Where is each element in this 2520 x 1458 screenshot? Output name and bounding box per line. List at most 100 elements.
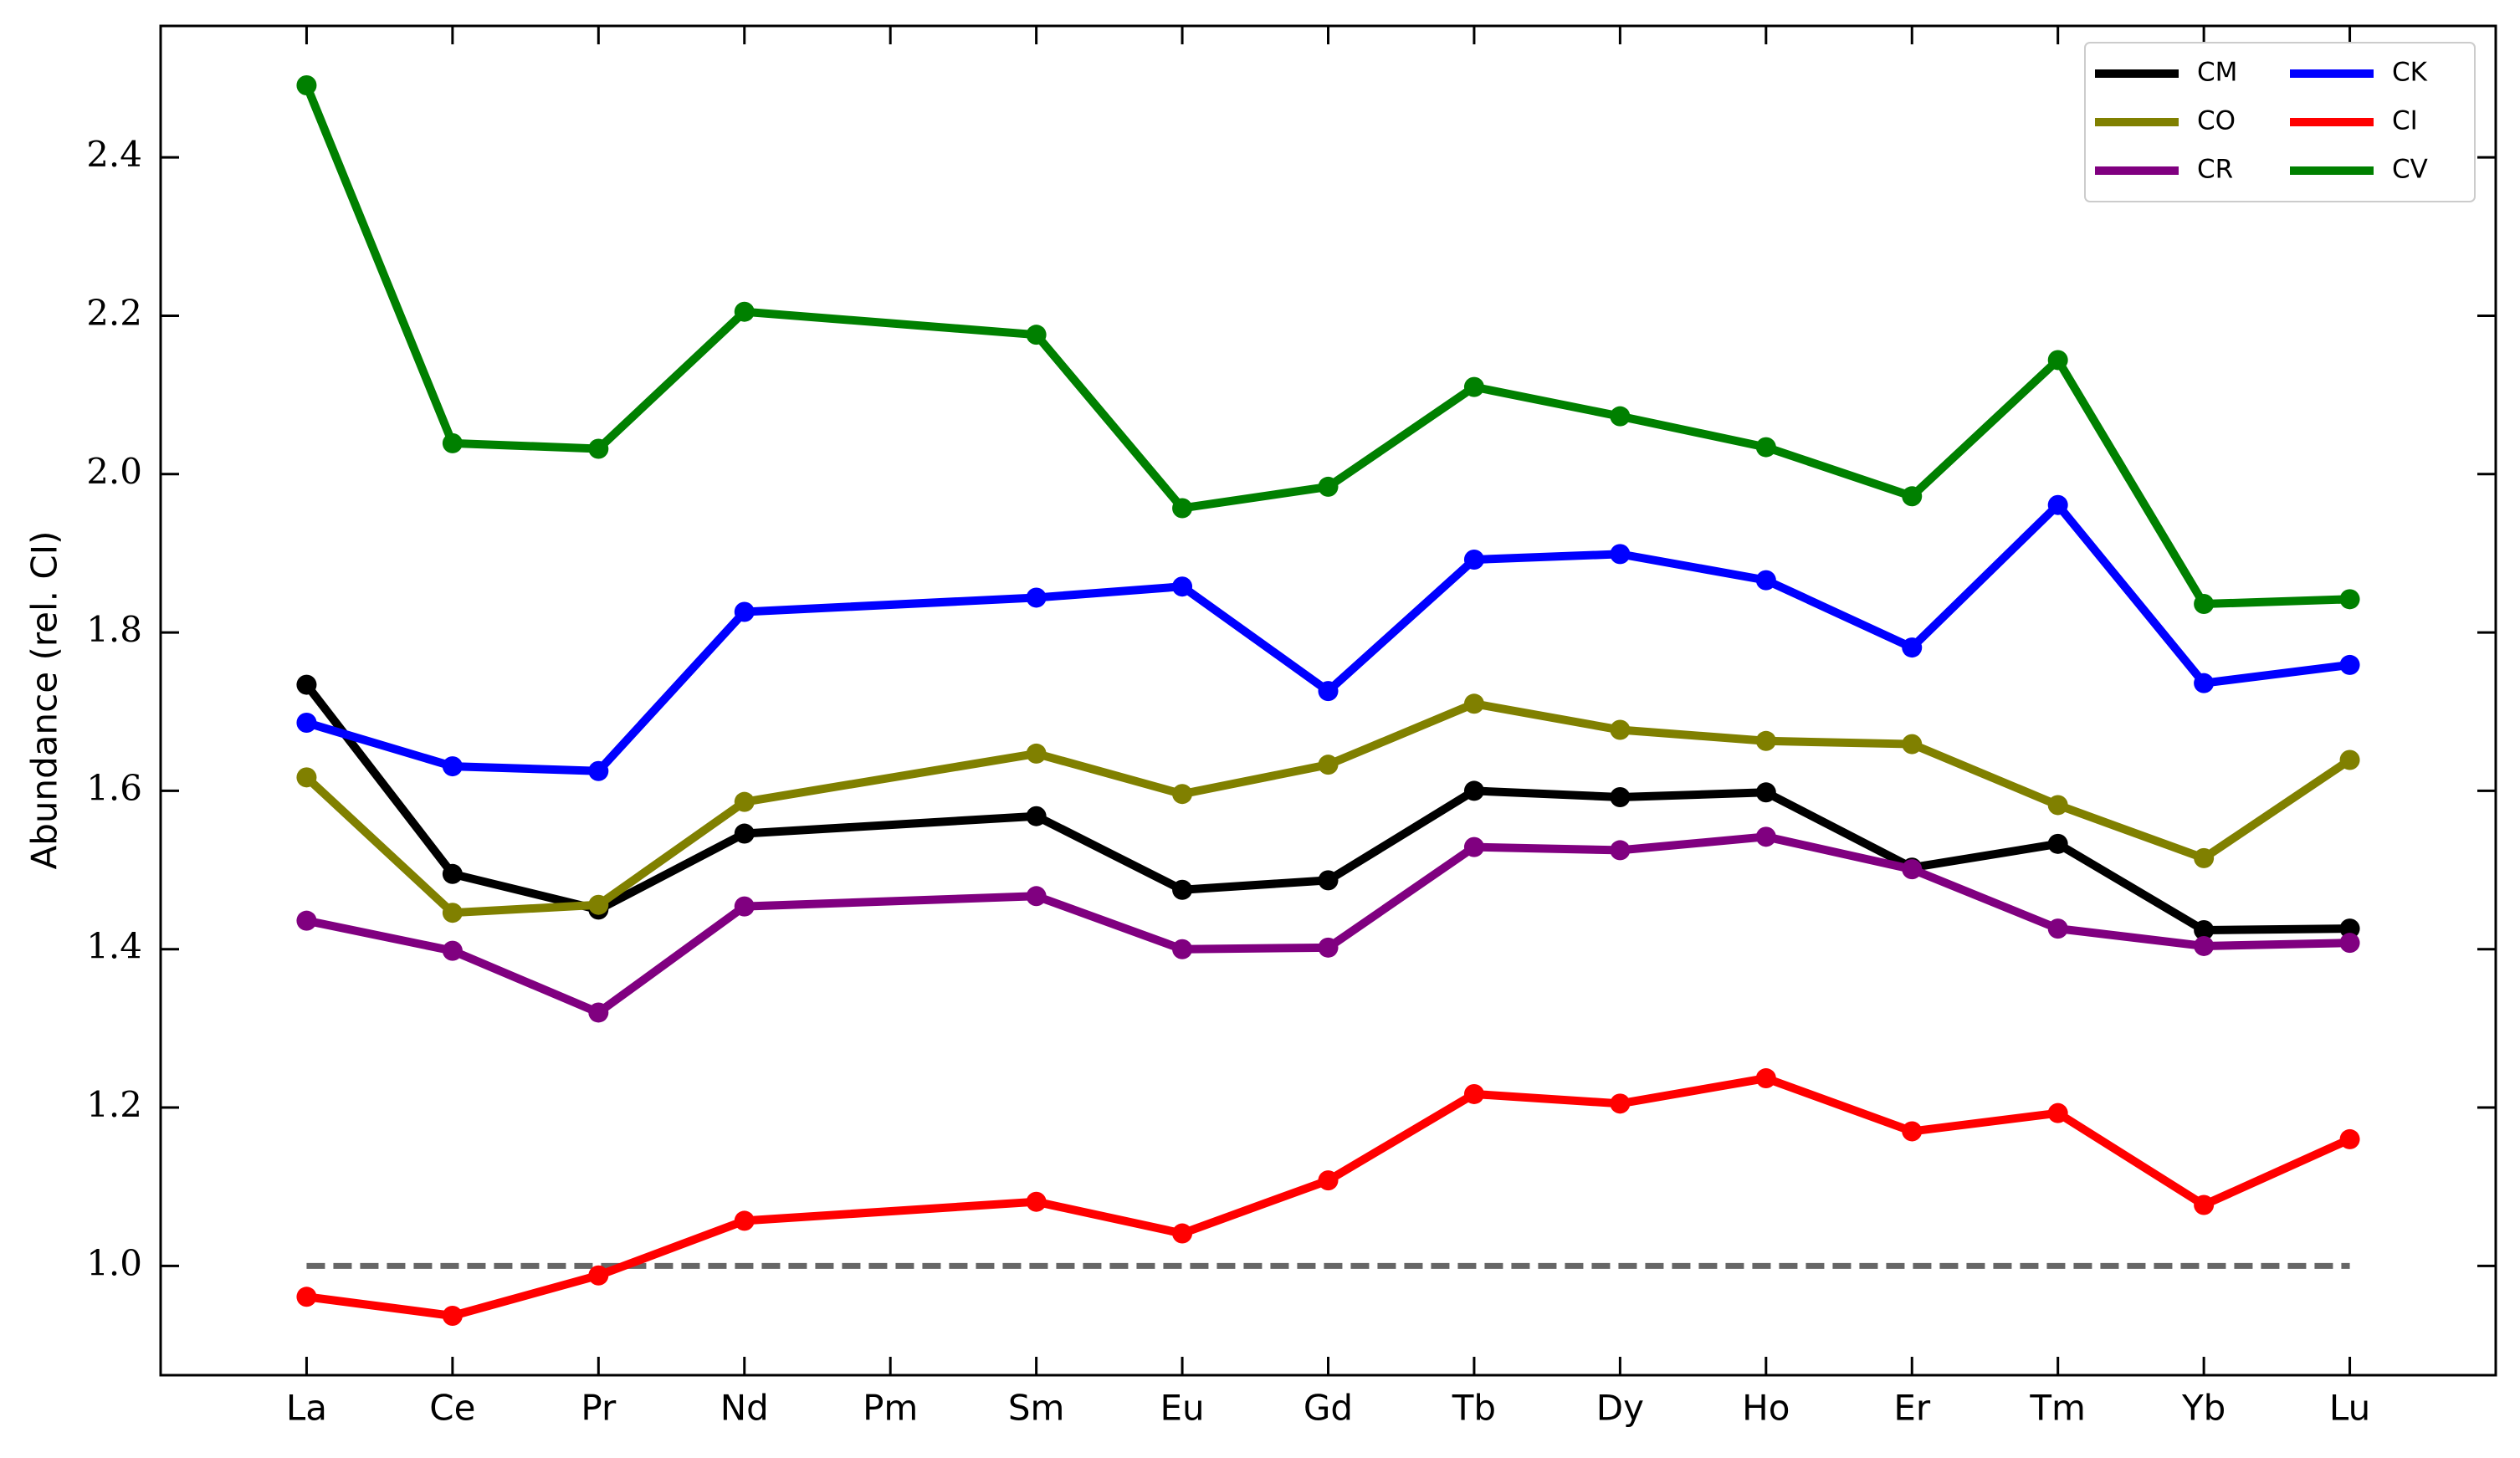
line-segment bbox=[302, 773, 457, 918]
point bbox=[588, 894, 609, 915]
point bbox=[1172, 939, 1193, 959]
x-tick-label: Ce bbox=[429, 1388, 475, 1429]
point bbox=[442, 1306, 463, 1327]
point bbox=[296, 74, 317, 95]
line-segment bbox=[1469, 786, 1625, 801]
point bbox=[1755, 730, 1776, 751]
x-tick-label: Ho bbox=[1742, 1388, 1790, 1429]
point bbox=[734, 791, 755, 812]
line-segment bbox=[1178, 1176, 1333, 1238]
point bbox=[1902, 734, 1923, 755]
line-segment bbox=[2200, 660, 2354, 688]
line-segment bbox=[1616, 725, 1770, 745]
point bbox=[442, 903, 463, 923]
line-segment bbox=[1469, 699, 1625, 734]
point bbox=[1318, 937, 1339, 958]
line-segment bbox=[448, 946, 603, 1017]
point bbox=[1318, 755, 1339, 775]
line-segment bbox=[1032, 892, 1187, 954]
line-segment bbox=[740, 892, 1041, 911]
point bbox=[1172, 879, 1193, 900]
x-tick-label: Yb bbox=[2181, 1388, 2225, 1429]
line-segment bbox=[594, 829, 749, 914]
x-tick-label: Tb bbox=[1452, 1388, 1496, 1429]
point bbox=[1902, 1121, 1923, 1142]
point bbox=[1463, 693, 1484, 714]
point bbox=[1026, 1191, 1047, 1212]
line-segment bbox=[1032, 330, 1187, 513]
point bbox=[2047, 350, 2068, 371]
point bbox=[1026, 587, 1047, 608]
line-segment bbox=[1761, 788, 1917, 872]
point bbox=[2047, 1102, 2068, 1123]
line-segment bbox=[1178, 943, 1333, 954]
line-segment bbox=[1469, 550, 1625, 565]
line-segment bbox=[740, 749, 1041, 806]
line-segment bbox=[302, 719, 457, 771]
line-segment bbox=[740, 1197, 1041, 1225]
line-segment bbox=[2200, 1134, 2354, 1210]
line-segment bbox=[2053, 839, 2209, 935]
point bbox=[296, 910, 317, 931]
line-segment bbox=[2053, 500, 2209, 688]
point bbox=[1026, 743, 1047, 764]
x-tick-label: Pm bbox=[863, 1388, 918, 1429]
y-tick-label: 2.2 bbox=[86, 292, 142, 333]
y-tick-label: 1.8 bbox=[86, 609, 142, 650]
point bbox=[1318, 1170, 1339, 1191]
line-segment bbox=[302, 680, 457, 878]
point bbox=[734, 896, 755, 917]
point bbox=[1463, 836, 1484, 857]
point bbox=[1610, 719, 1631, 740]
point bbox=[2047, 918, 2068, 939]
point bbox=[1026, 806, 1047, 826]
point bbox=[2194, 594, 2215, 615]
point bbox=[1172, 1223, 1193, 1244]
line-segment bbox=[1908, 500, 2062, 652]
line-segment bbox=[1908, 356, 2062, 501]
line-segment bbox=[2053, 356, 2209, 609]
x-tick-label: Eu bbox=[1160, 1388, 1204, 1429]
line-segment bbox=[1032, 749, 1187, 799]
legend-label: CM bbox=[2197, 58, 2237, 88]
line-segment bbox=[1616, 412, 1770, 452]
x-tick-label: La bbox=[286, 1388, 327, 1429]
point bbox=[2194, 847, 2215, 868]
x-tick-label: Tm bbox=[2029, 1388, 2086, 1429]
line-segment bbox=[1178, 582, 1333, 696]
line-segment bbox=[1324, 786, 1478, 885]
line-segment bbox=[2200, 924, 2354, 935]
point bbox=[1755, 826, 1776, 847]
line-segment bbox=[594, 902, 749, 1017]
line-segment bbox=[448, 438, 603, 453]
point bbox=[1902, 637, 1923, 658]
x-tick-label: Pr bbox=[581, 1388, 617, 1429]
point bbox=[734, 601, 755, 622]
point bbox=[1755, 1068, 1776, 1089]
point bbox=[734, 301, 755, 322]
point bbox=[588, 1002, 609, 1023]
y-tick-label: 1.4 bbox=[86, 926, 142, 967]
line-segment bbox=[2053, 924, 2209, 950]
line-segment bbox=[1761, 1074, 1917, 1136]
line-segment bbox=[448, 1271, 603, 1321]
x-tick-label: Dy bbox=[1596, 1388, 1644, 1429]
point bbox=[442, 756, 463, 777]
line-segment bbox=[1469, 382, 1625, 421]
point bbox=[734, 823, 755, 844]
point bbox=[1172, 576, 1193, 597]
point bbox=[1755, 437, 1776, 458]
point bbox=[1902, 859, 1923, 880]
point bbox=[1755, 570, 1776, 591]
line-segment bbox=[1324, 842, 1478, 952]
legend-label: CV bbox=[2392, 155, 2428, 185]
line-segment bbox=[1324, 382, 1478, 491]
line-segment bbox=[1908, 865, 2062, 934]
point bbox=[2194, 673, 2215, 693]
point bbox=[296, 713, 317, 734]
point bbox=[2047, 833, 2068, 854]
line-segment bbox=[2200, 595, 2354, 609]
line-segment bbox=[302, 80, 457, 448]
line-segment bbox=[740, 811, 1041, 838]
point bbox=[2339, 1128, 2360, 1149]
